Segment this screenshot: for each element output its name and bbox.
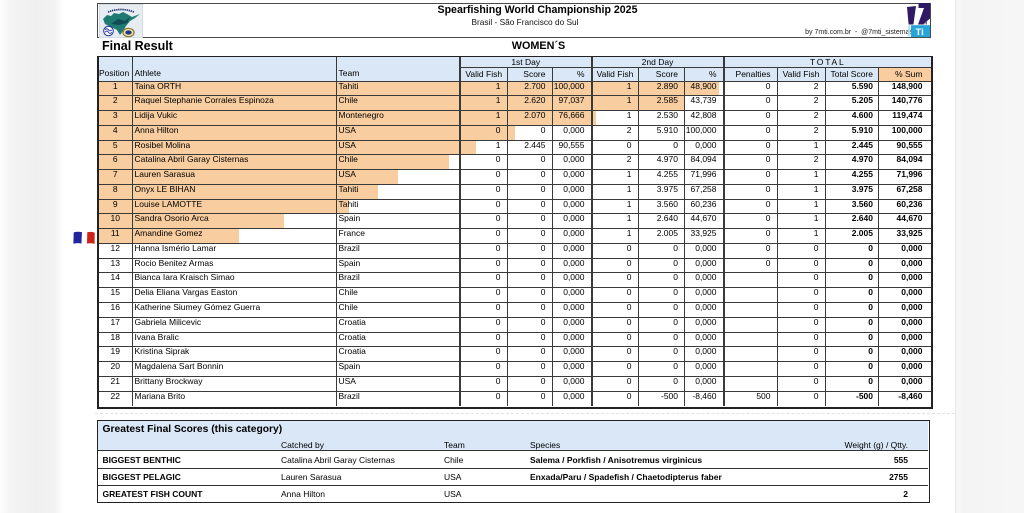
svg-text:Ti: Ti (916, 27, 924, 37)
svg-text:m: m (921, 18, 928, 27)
